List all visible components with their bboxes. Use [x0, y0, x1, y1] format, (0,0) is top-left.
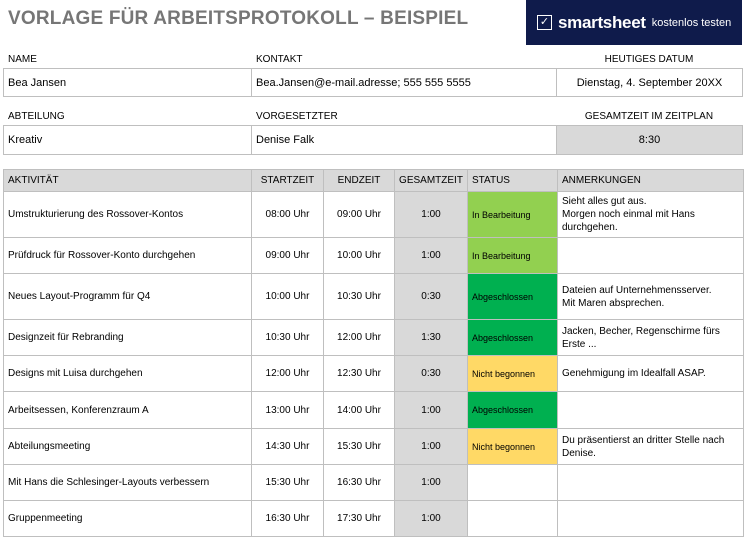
cell-end[interactable]: 17:30 Uhr	[323, 500, 395, 537]
date-field[interactable]: Dienstag, 4. September 20XX	[556, 68, 743, 97]
cell-end[interactable]: 14:00 Uhr	[323, 391, 395, 429]
cell-status[interactable]: In Bearbeitung	[467, 237, 558, 274]
supervisor-field[interactable]: Denise Falk	[251, 125, 557, 155]
cell-activity[interactable]: Mit Hans die Schlesinger-Layouts verbess…	[3, 464, 252, 501]
cell-status[interactable]	[467, 464, 558, 501]
cell-notes[interactable]	[557, 237, 744, 274]
name-field[interactable]: Bea Jansen	[3, 68, 252, 97]
table-row: Neues Layout-Programm für Q4 10:00 Uhr 10:…	[3, 273, 744, 320]
table-row: Gruppenmeeting 16:30 Uhr 17:30 Uhr 1:00	[3, 500, 744, 537]
table-row: Abteilungsmeeting 14:30 Uhr 15:30 Uhr 1:00 N…	[3, 428, 744, 465]
cell-start[interactable]: 08:00 Uhr	[251, 191, 324, 238]
cell-end[interactable]: 12:30 Uhr	[323, 355, 395, 392]
note-line: Du präsentierst an dritter Stelle nach	[562, 434, 725, 446]
contact-field[interactable]: Bea.Jansen@e-mail.adresse; 555 555 5555	[251, 68, 557, 97]
cell-notes[interactable]: Dateien auf Unternehmensserver. Mit Maren…	[557, 273, 744, 320]
logo-cta: kostenlos testen	[651, 16, 732, 29]
col-header-end: ENDZEIT	[323, 169, 395, 192]
activity-table: AKTIVITÄT STARTZEIT ENDZEIT GESAMTZEIT S…	[3, 169, 744, 537]
col-header-total: GESAMTZEIT	[394, 169, 468, 192]
cell-start[interactable]: 10:00 Uhr	[251, 273, 324, 320]
cell-total[interactable]: 0:30	[394, 355, 468, 392]
cell-end[interactable]: 16:30 Uhr	[323, 464, 395, 501]
table-row: Designzeit für Rebranding 10:30 Uhr 12:00 …	[3, 319, 744, 356]
cell-start[interactable]: 10:30 Uhr	[251, 319, 324, 356]
cell-notes[interactable]: Du präsentierst an dritter Stelle nach De…	[557, 428, 744, 465]
note-line: Morgen noch einmal mit Hans	[562, 209, 695, 220]
department-field[interactable]: Kreativ	[3, 125, 252, 155]
cell-total[interactable]: 1:30	[394, 319, 468, 356]
table-row: Prüfdruck für Rossover-Konto durchgehen 0…	[3, 237, 744, 274]
cell-activity[interactable]: Neues Layout-Programm für Q4	[3, 273, 252, 320]
cell-start[interactable]: 12:00 Uhr	[251, 355, 324, 392]
cell-notes[interactable]	[557, 500, 744, 537]
cell-status[interactable]: In Bearbeitung	[467, 191, 558, 238]
cell-status[interactable]: Nicht begonnen	[467, 355, 558, 392]
date-label: HEUTIGES DATUM	[604, 54, 694, 65]
cell-activity[interactable]: Gruppenmeeting	[3, 500, 252, 537]
cell-total[interactable]: 1:00	[394, 428, 468, 465]
cell-status[interactable]: Abgeschlossen	[467, 391, 558, 429]
cell-notes[interactable]: Jacken, Becher, Regenschirme fürs Erste .…	[557, 319, 744, 356]
contact-label: KONTAKT	[256, 54, 303, 65]
cell-activity[interactable]: Umstrukturierung des Rossover-Kontos	[3, 191, 252, 238]
note-line: Dateien auf Unternehmensserver.	[562, 284, 712, 296]
cell-end[interactable]: 12:00 Uhr	[323, 319, 395, 356]
cell-total[interactable]: 1:00	[394, 191, 468, 238]
cell-end[interactable]: 10:30 Uhr	[323, 273, 395, 320]
note-line: Denise.	[562, 447, 596, 459]
cell-start[interactable]: 15:30 Uhr	[251, 464, 324, 501]
note-line: Jacken, Becher, Regenschirme fürs	[562, 325, 720, 337]
note-line: Erste ...	[562, 338, 597, 350]
smartsheet-logo-button[interactable]: ✓ smartsheet kostenlos testen	[526, 0, 742, 45]
table-header-row: AKTIVITÄT STARTZEIT ENDZEIT GESAMTZEIT S…	[3, 169, 744, 192]
cell-status[interactable]: Abgeschlossen	[467, 273, 558, 320]
cell-status[interactable]: Abgeschlossen	[467, 319, 558, 356]
cell-status[interactable]: Nicht begonnen	[467, 428, 558, 465]
cell-start[interactable]: 13:00 Uhr	[251, 391, 324, 429]
table-row: Mit Hans die Schlesinger-Layouts verbess…	[3, 464, 744, 501]
cell-total[interactable]: 1:00	[394, 237, 468, 274]
note-line: Sieht alles gut aus.	[562, 196, 647, 207]
department-label: ABTEILUNG	[8, 111, 65, 122]
supervisor-label: VORGESETZTER	[256, 111, 338, 122]
cell-total[interactable]: 1:00	[394, 464, 468, 501]
cell-total[interactable]: 1:00	[394, 391, 468, 429]
cell-status[interactable]	[467, 500, 558, 537]
table-row: Designs mit Luisa durchgehen 12:00 Uhr 12:…	[3, 355, 744, 392]
logo-brand: smartsheet	[558, 12, 646, 32]
table-body: Umstrukturierung des Rossover-Kontos 08:0…	[3, 191, 744, 537]
table-row: Umstrukturierung des Rossover-Kontos 08:0…	[3, 191, 744, 238]
cell-notes[interactable]	[557, 391, 744, 429]
smartsheet-check-icon: ✓	[537, 15, 552, 30]
col-header-status: STATUS	[467, 169, 558, 192]
cell-start[interactable]: 09:00 Uhr	[251, 237, 324, 274]
col-header-notes: ANMERKUNGEN	[557, 169, 744, 192]
table-row: Arbeitsessen, Konferenzraum A 13:00 Uhr 14…	[3, 391, 744, 429]
cell-total[interactable]: 0:30	[394, 273, 468, 320]
cell-total[interactable]: 1:00	[394, 500, 468, 537]
cell-end[interactable]: 09:00 Uhr	[323, 191, 395, 238]
cell-end[interactable]: 15:30 Uhr	[323, 428, 395, 465]
name-label: NAME	[8, 54, 37, 65]
cell-activity[interactable]: Designs mit Luisa durchgehen	[3, 355, 252, 392]
cell-activity[interactable]: Arbeitsessen, Konferenzraum A	[3, 391, 252, 429]
cell-activity[interactable]: Designzeit für Rebranding	[3, 319, 252, 356]
cell-notes[interactable]: Genehmigung im Idealfall ASAP.	[557, 355, 744, 392]
cell-activity[interactable]: Prüfdruck für Rossover-Konto durchgehen	[3, 237, 252, 274]
page-title: VORLAGE FÜR ARBEITSPROTOKOLL – BEISPIEL	[8, 8, 469, 29]
cell-start[interactable]: 16:30 Uhr	[251, 500, 324, 537]
col-header-activity: AKTIVITÄT	[3, 169, 252, 192]
note-line: durchgehen.	[562, 222, 618, 233]
cell-start[interactable]: 14:30 Uhr	[251, 428, 324, 465]
note-line: Mit Maren absprechen.	[562, 297, 665, 309]
cell-notes[interactable]	[557, 464, 744, 501]
cell-activity[interactable]: Abteilungsmeeting	[3, 428, 252, 465]
note-line: Genehmigung im Idealfall ASAP.	[562, 368, 706, 379]
col-header-start: STARTZEIT	[251, 169, 324, 192]
cell-notes[interactable]: Sieht alles gut aus. Morgen noch einmal m…	[557, 191, 744, 238]
total-time-label: GESAMTZEIT IM ZEITPLAN	[584, 111, 714, 122]
cell-end[interactable]: 10:00 Uhr	[323, 237, 395, 274]
total-time-field: 8:30	[556, 125, 743, 155]
